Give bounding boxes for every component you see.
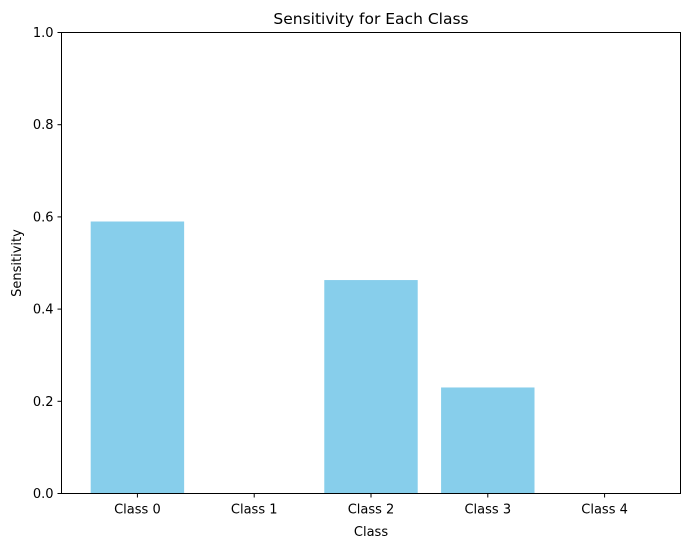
y-axis: 0.0 0.2 0.4 0.6 0.8 1.0 [33,26,62,502]
x-tick-label-4: Class 4 [581,503,628,518]
x-tick-label-0: Class 0 [114,503,161,518]
x-tick-label-1: Class 1 [231,503,278,518]
chart-title: Sensitivity for Each Class [273,10,468,28]
y-tick-label-2: 0.4 [33,303,54,318]
x-axis: Class 0 Class 1 Class 2 Class 3 Class 4 [114,493,628,518]
bar-0 [90,221,185,494]
y-tick-label-3: 0.6 [33,210,54,225]
bar-2 [324,280,418,494]
y-tick-label-4: 0.8 [33,118,54,133]
plot-area [90,221,535,494]
y-tick-label-1: 0.2 [33,395,54,410]
bar-3 [441,387,535,494]
y-tick-label-5: 1.0 [33,26,54,41]
y-axis-title: Sensitivity [10,229,25,297]
x-tick-label-3: Class 3 [464,503,511,518]
x-tick-label-2: Class 2 [348,503,395,518]
y-tick-label-0: 0.0 [33,487,54,502]
x-axis-title: Class [354,525,388,540]
